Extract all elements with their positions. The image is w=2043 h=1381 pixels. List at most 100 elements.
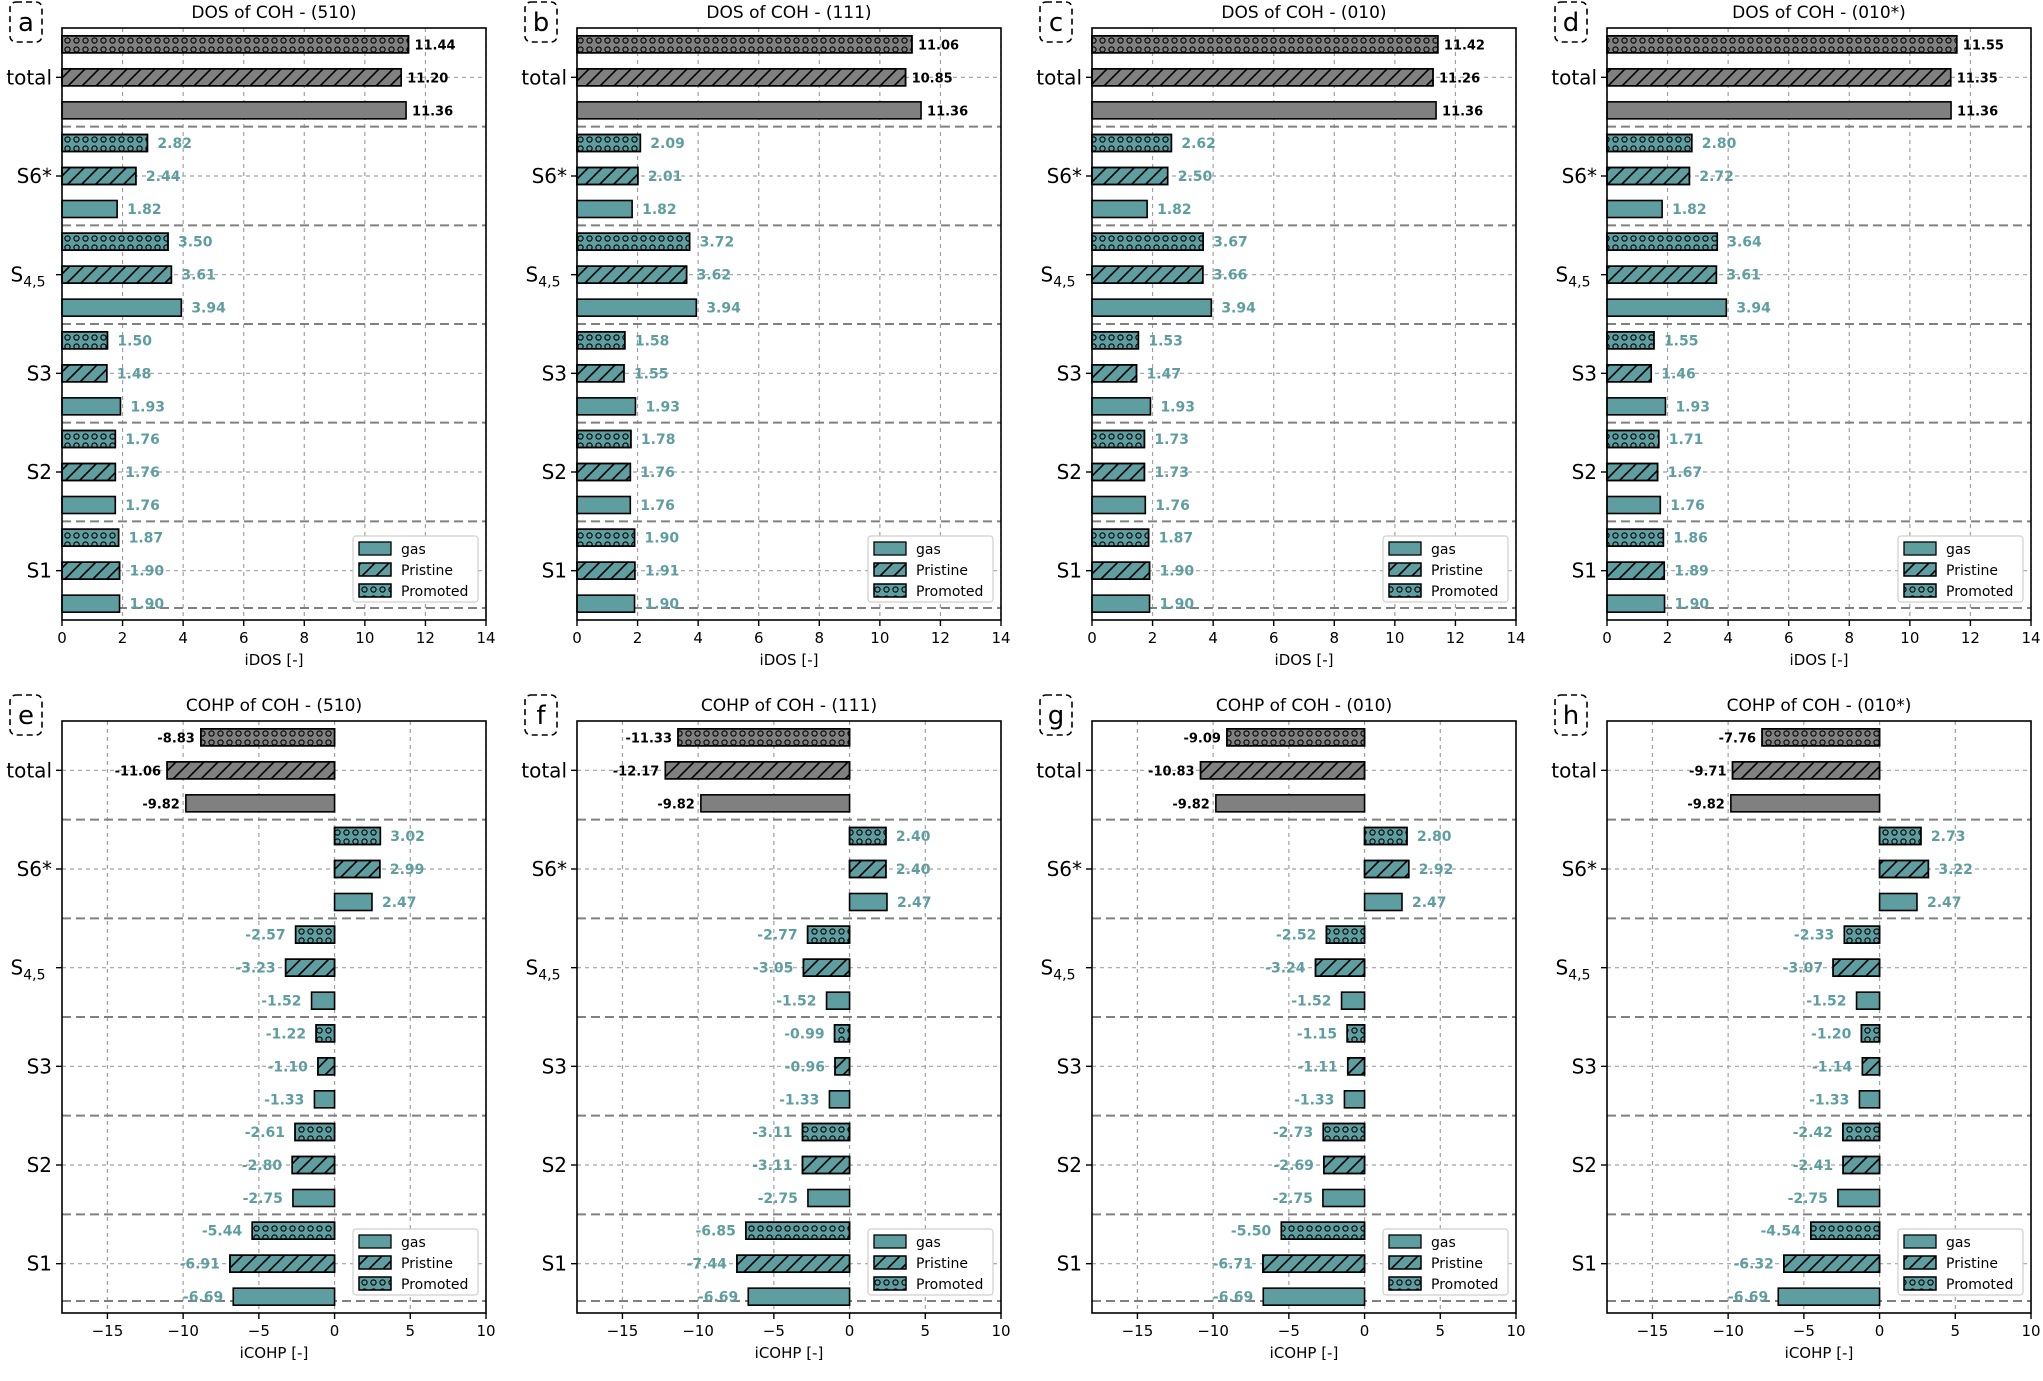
x-tick-label: 2 [1148,629,1158,647]
panel-title: DOS of COH - (510) [191,3,356,23]
x-tick-label: 4 [1723,629,1733,647]
y-tick-label: S6* [1562,857,1597,881]
data-label: 1.90 [645,597,680,613]
data-label: -2.75 [243,1191,283,1207]
data-label: -9.82 [657,797,694,812]
panel-title: COHP of COH - (510) [186,696,362,716]
x-tick-label: 0 [1875,1322,1885,1340]
panel-label-box [1554,1,1588,43]
x-tick-label: 6 [1784,629,1794,647]
y-tick-label: S1 [27,1252,52,1276]
legend-label-promoted: Promoted [916,584,983,600]
y-tick-label: S3 [27,361,52,385]
legend-swatch-gas [1388,541,1422,556]
bar-gas [333,892,373,912]
bar-gas [1777,1287,1881,1306]
bar-pattern-promoted [1322,1122,1366,1142]
bar-gas [576,101,922,120]
bar-gas [828,1090,851,1109]
bar-pattern-promoted [1091,133,1173,153]
x-tick-label: −5 [1793,1322,1815,1340]
bar-pattern-promoted [848,826,887,846]
bar-gas [185,794,336,813]
bar-gas [1878,892,1918,912]
bar-gas [848,892,888,912]
bar-pattern-promoted [1606,35,1958,54]
x-tick-label: 5 [406,1322,416,1340]
panel-title: COHP of COH - (111) [701,696,877,716]
data-label: 1.76 [1155,498,1190,514]
data-label: -2.77 [757,928,797,944]
legend-label-pristine: Pristine [916,1256,968,1272]
data-label: 10.85 [912,71,953,86]
data-label: 2.73 [1931,829,1966,845]
data-label: 11.36 [927,104,968,119]
data-label: 1.73 [1154,432,1189,448]
y-tick-label: S3 [1572,1054,1597,1078]
data-label: 1.46 [1661,366,1696,382]
bar-pattern-pristine [61,561,121,580]
x-tick-label: 10 [991,1322,1010,1340]
bar-pattern-pristine [1091,364,1138,383]
data-label: 1.82 [642,202,677,218]
legend-swatch-pattern [873,583,907,598]
y-tick-label: S1 [1572,1252,1597,1276]
bar-gas [1091,397,1152,416]
chart-panel-b: 11.36 1.82 3.94 1.93 1.76 1.90 10.85 2.01 3.62 1.… [521,1,1011,669]
plot-frame [576,720,1002,1314]
y-tick-label: S4,5 [1556,956,1591,984]
data-label: 1.90 [130,564,165,580]
chart-panel-a: 11.36 1.82 3.94 1.93 1.76 1.90 11.20 2.44 3.61 1.… [6,1,496,669]
bar-pattern-promoted [745,1221,851,1240]
data-label: -11.06 [115,764,162,779]
data-label: 1.90 [130,597,165,613]
legend-swatch-gas [873,541,907,556]
bar-pattern-promoted [1226,728,1366,747]
x-tick-label: 8 [300,629,310,647]
bar-pattern-pristine [802,958,851,977]
data-label: 1.55 [634,366,669,382]
data-label: -2.75 [758,1191,798,1207]
bar-pattern-promoted [1843,925,1881,944]
legend: gas Pristine Promoted [867,1228,994,1296]
bar-gas [1091,495,1147,515]
legend-label-promoted: Promoted [1946,1277,2013,1293]
bar-pattern-pristine [284,958,336,977]
legend-label-pristine: Pristine [401,563,453,579]
y-tick-label: total [1036,758,1082,782]
bar-pattern-promoted [1606,232,1719,251]
y-tick-label: S6* [1047,857,1082,881]
y-tick-label: S2 [27,1153,52,1177]
legend-label-gas: gas [1431,542,1456,558]
x-tick-label: 10 [1385,629,1404,647]
bar-pattern-promoted [576,133,642,153]
data-label: 1.76 [125,465,160,481]
bar-gas [1343,1090,1366,1109]
legend-label-pristine: Pristine [1946,563,1998,579]
bar-pattern-promoted [1363,826,1408,846]
bar-gas [1837,1188,1881,1208]
y-tick-label: S6* [17,857,52,881]
data-label: 1.55 [1664,333,1699,349]
legend-swatch-pattern [1903,1276,1937,1291]
bar-gas [576,495,632,515]
data-label: -9.82 [142,797,179,812]
panel-label-box [9,1,43,43]
legend: gas Pristine Promoted [1897,535,2024,603]
bar-pattern-promoted [1091,35,1439,54]
legend-swatch-pattern [873,562,907,577]
data-label: 1.48 [117,366,152,382]
x-tick-label: 6 [754,629,764,647]
data-label: -9.09 [1183,731,1220,746]
bar-pattern-promoted [61,35,410,54]
y-tick-label: S1 [1057,1252,1082,1276]
x-tick-label: 4 [178,629,188,647]
bar-gas [576,298,698,317]
y-tick-label: S1 [542,1252,567,1276]
data-label: -1.33 [779,1092,819,1108]
y-tick-label: S4,5 [1041,263,1076,291]
legend-label-gas: gas [401,1235,426,1251]
x-tick-label: 12 [931,629,950,647]
y-tick-label: total [521,758,567,782]
